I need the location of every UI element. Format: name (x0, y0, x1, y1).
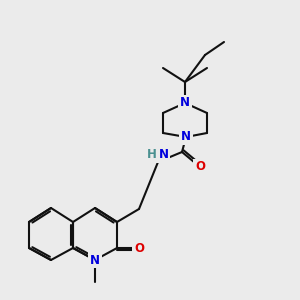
Text: N: N (181, 130, 191, 143)
Text: N: N (159, 148, 169, 161)
Text: H: H (147, 148, 157, 161)
Text: N: N (180, 97, 190, 110)
Text: N: N (90, 254, 100, 266)
Text: O: O (134, 242, 144, 254)
Text: O: O (195, 160, 205, 173)
